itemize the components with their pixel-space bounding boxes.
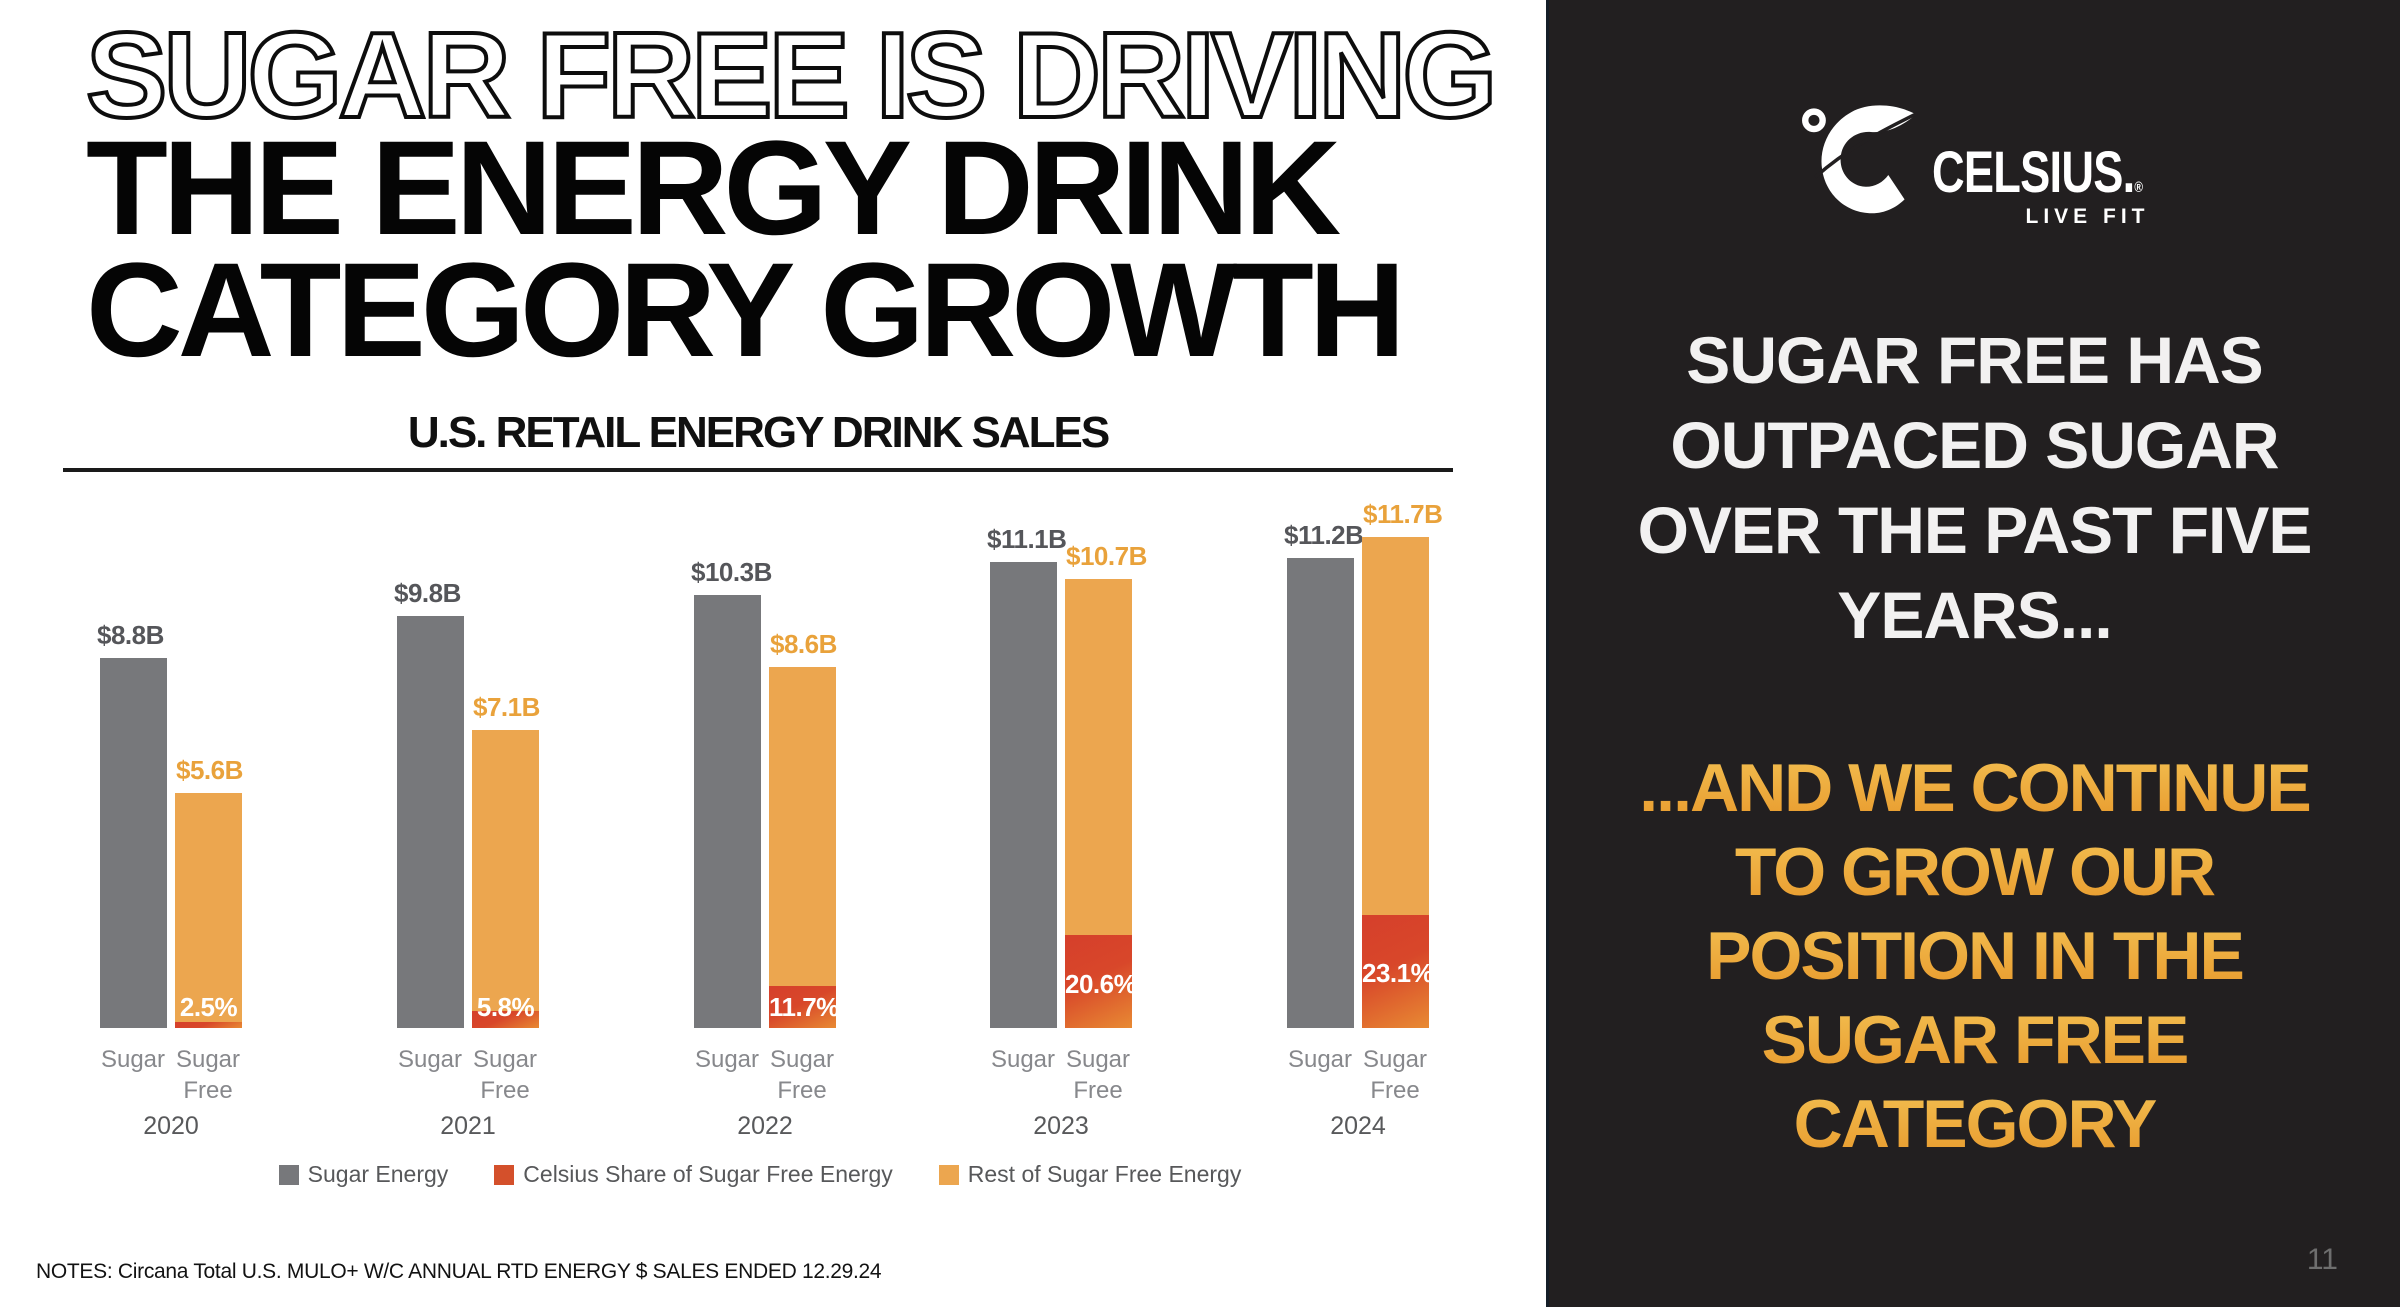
celsius-wordmark: CELSIUS.®	[1931, 140, 2143, 205]
sugar-value-label: $8.8B	[97, 620, 164, 651]
sugar-axis-label: Sugar	[990, 1046, 1056, 1073]
celsius-share-percent-label: 20.6%	[1065, 968, 1137, 999]
year-label: 2020	[143, 1112, 199, 1140]
sugar-free-value-label: $10.7B	[1066, 540, 1147, 571]
sugar-free-bar: 20.6%	[1065, 578, 1137, 1028]
statement-line: TO GROW OUR	[1585, 830, 2364, 914]
sugar-free-value-label: $11.7B	[1363, 498, 1443, 529]
legend-item: Sugar Energy	[278, 1161, 449, 1188]
statement-line: OUTPACED SUGAR	[1670, 408, 2279, 482]
headline-solid-line-1: THE ENERGY DRINK	[86, 114, 1341, 263]
legend-label: Celsius Share of Sugar Free Energy	[523, 1161, 893, 1187]
celsius-share-segment	[175, 1022, 242, 1028]
sugar-free-bar: 23.1%	[1362, 536, 1434, 1028]
year-label: 2024	[1330, 1112, 1386, 1140]
legend-item: Celsius Share of Sugar Free Energy	[494, 1161, 893, 1188]
sugar-bar	[100, 658, 167, 1028]
sugar-free-value-label: $5.6B	[176, 754, 243, 785]
sugar-free-bar: 11.7%	[769, 666, 839, 1028]
statement-gold: ...AND WE CONTINUE TO GROW OUR POSITION IN…	[1585, 746, 2364, 1166]
sugar-bar	[694, 595, 761, 1028]
statement-line: SUGAR FREE HAS	[1686, 323, 2263, 397]
year-label: 2023	[1033, 1112, 1089, 1140]
celsius-share-percent-label: 11.7%	[769, 992, 839, 1022]
sugar-bar	[1287, 557, 1354, 1028]
sugar-free-value-label: $8.6B	[770, 628, 837, 659]
sugar-axis-label: Sugar	[100, 1046, 166, 1073]
source-note: NOTES: Circana Total U.S. MULO+ W/C ANNU…	[36, 1260, 882, 1283]
sugar-free-axis-label: Sugar Free	[1065, 1046, 1131, 1104]
year-label: 2021	[440, 1112, 496, 1140]
sugar-free-axis-label: Sugar Free	[1362, 1046, 1428, 1104]
celsius-share-percent-label: 5.8%	[476, 992, 535, 1022]
sugar-free-value-label: $7.1B	[473, 691, 540, 722]
sugar-axis-label: Sugar	[694, 1046, 760, 1073]
legend-label: Rest of Sugar Free Energy	[967, 1161, 1242, 1187]
celsius-c-icon	[1801, 105, 1918, 214]
sugar-axis-label: Sugar	[1287, 1046, 1353, 1073]
brand-panel: CELSIUS.® LIVE FIT SUGAR FREE HAS OUTPACE…	[1546, 0, 2400, 1307]
legend-item: Rest of Sugar Free Energy	[938, 1161, 1242, 1188]
statement-white: SUGAR FREE HAS OUTPACED SUGAR OVER THE PAS…	[1589, 318, 2360, 658]
sugar-free-axis-label: Sugar Free	[769, 1046, 835, 1104]
celsius-share-percent-label: 23.1%	[1362, 958, 1434, 989]
celsius-tagline: LIVE FIT	[2025, 205, 2150, 228]
statement-line: CATEGORY	[1585, 1082, 2364, 1166]
celsius-share-segment	[769, 985, 836, 1028]
bar-chart: $8.8B 2.5% $5.6B Sugar Sugar Free 2020 $9.8B 5.8…	[97, 498, 1443, 1140]
legend-swatch	[494, 1164, 515, 1185]
chart-title: U.S. RETAIL ENERGY DRINK SALES	[407, 408, 1110, 457]
celsius-logo: CELSIUS.® LIVE FIT	[1549, 100, 2400, 227]
chart-legend: Sugar Energy Celsius Share of Sugar Free …	[60, 1161, 1460, 1188]
legend-label: Sugar Energy	[307, 1161, 449, 1187]
sugar-free-axis-label: Sugar Free	[175, 1046, 241, 1104]
headline-outline-line: SUGAR FREE IS DRIVING	[84, 7, 1499, 143]
celsius-wordmark-block: CELSIUS.® LIVE FIT	[1931, 140, 2150, 228]
celsius-share-percent-label: 2.5%	[179, 992, 238, 1022]
statement-line: OVER THE PAST FIVE	[1637, 493, 2313, 567]
sugar-free-bar: 2.5%	[175, 792, 242, 1028]
statement-line: YEARS...	[1837, 578, 2112, 652]
celsius-share-segment	[1065, 935, 1132, 1028]
year-label: 2022	[737, 1112, 793, 1140]
sugar-free-axis-label: Sugar Free	[472, 1046, 538, 1104]
sugar-free-bar: 5.8%	[472, 729, 539, 1028]
chart-title-rule	[63, 468, 1453, 472]
legend-swatch	[938, 1164, 959, 1185]
celsius-share-segment	[472, 1010, 539, 1028]
celsius-share-segment	[1362, 914, 1429, 1028]
sugar-value-label: $11.1B	[987, 523, 1067, 554]
sugar-bar	[990, 561, 1057, 1028]
sugar-value-label: $9.8B	[394, 578, 461, 609]
sugar-value-label: $11.2B	[1284, 519, 1364, 550]
registered-mark-icon: ®	[2133, 179, 2143, 196]
sugar-value-label: $10.3B	[691, 557, 772, 588]
sugar-axis-label: Sugar	[397, 1046, 463, 1073]
headline-solid-line-2: CATEGORY GROWTH	[86, 236, 1406, 385]
statement-line: POSITION IN THE	[1585, 914, 2364, 998]
statement-line: ...AND WE CONTINUE	[1585, 746, 2364, 830]
page-number: 11	[2306, 1243, 2338, 1276]
statement-line: SUGAR FREE	[1585, 998, 2364, 1082]
sugar-bar	[397, 616, 464, 1028]
legend-swatch	[278, 1164, 299, 1185]
